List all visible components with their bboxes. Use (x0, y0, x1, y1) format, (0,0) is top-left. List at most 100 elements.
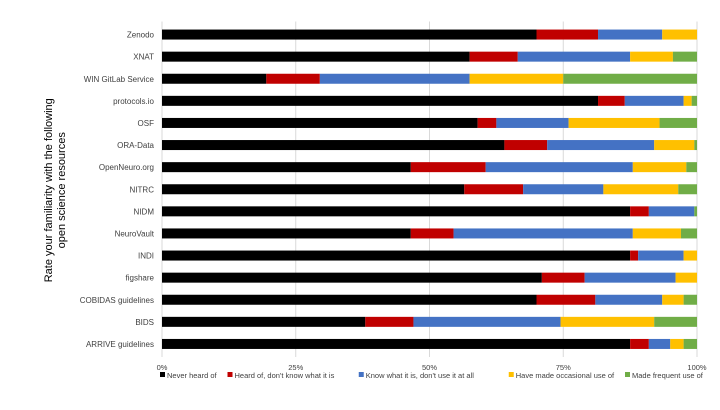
category-label: INDI (138, 252, 154, 261)
bar-segment (536, 294, 596, 305)
bar-segment (686, 162, 697, 173)
bar-segment (568, 117, 660, 128)
bar-segment (675, 272, 697, 283)
category-label: OSF (138, 119, 155, 128)
bar-segment (365, 316, 414, 327)
x-tick-label: 25% (288, 363, 303, 372)
bar-segment (485, 162, 633, 173)
bar-segment (672, 51, 697, 62)
legend-swatch (508, 372, 514, 377)
bar-segment (683, 250, 697, 261)
legend-label: Know what it is, don't use it at all (366, 371, 474, 380)
bar-segment (603, 184, 679, 195)
category-label: WIN GitLab Service (84, 75, 155, 84)
bar-segment (648, 206, 695, 217)
category-label: NeuroVault (115, 229, 155, 238)
bar-segment (162, 73, 267, 84)
category-label: protocols.io (113, 97, 154, 106)
bar-segment (453, 228, 633, 239)
legend-swatch (358, 372, 364, 377)
x-tick-label: 75% (556, 363, 571, 372)
bar-segment (469, 73, 564, 84)
bar-segment (162, 29, 537, 40)
bar-segment (654, 316, 697, 327)
bar-segment (648, 338, 671, 349)
bar-segment (162, 250, 631, 261)
category-label: XNAT (133, 53, 154, 62)
y-axis-title-line: open science resources (56, 132, 68, 249)
bar-segment (560, 316, 655, 327)
bar-segment (630, 250, 639, 261)
bar-segment (162, 117, 478, 128)
bar-segment (162, 316, 366, 327)
bar-segment (266, 73, 320, 84)
bar-segment (683, 294, 697, 305)
y-axis-title: Rate your familiarity with the following… (43, 98, 68, 282)
bar-segment (630, 206, 649, 217)
legend-label: Made frequent use of (632, 371, 704, 380)
bar-segment (547, 140, 655, 151)
bar-segment (162, 51, 470, 62)
bar-segment (624, 95, 684, 106)
legend-label: Heard of, don't know what it is (235, 371, 335, 380)
bar-segment (694, 140, 697, 151)
bar-segment (162, 338, 631, 349)
legend-swatch (227, 372, 233, 377)
bar-segment (584, 272, 676, 283)
category-label: NIDM (134, 207, 155, 216)
bar-segment (680, 228, 697, 239)
bar-segment (654, 140, 695, 151)
category-label: COBIDAS guidelines (80, 296, 154, 305)
category-label: OpenNeuro.org (99, 163, 154, 172)
x-tick-label: 0% (157, 363, 168, 372)
bar-segment (662, 29, 697, 40)
bar-segment (162, 228, 411, 239)
bar-segment (598, 29, 663, 40)
bar-segment (162, 272, 542, 283)
bar-segment (683, 95, 692, 106)
category-label: figshare (126, 274, 155, 283)
bar-segment (541, 272, 585, 283)
bar-segment (536, 29, 599, 40)
bar-segment (523, 184, 604, 195)
category-label: BIDS (135, 318, 154, 327)
y-axis-title-line: Rate your familiarity with the following (43, 98, 55, 282)
bar-segment (659, 117, 697, 128)
bar-segment (162, 140, 505, 151)
bar-segment (632, 162, 687, 173)
bar-segment (413, 316, 561, 327)
bar-segment (632, 228, 681, 239)
category-label: ORA-Data (117, 141, 154, 150)
bar-segment (410, 228, 454, 239)
bar-segment (678, 184, 697, 195)
bar-segment (410, 162, 486, 173)
bar-segment (477, 117, 497, 128)
bar-segment (517, 51, 631, 62)
bar-segment (162, 162, 411, 173)
bar-segment (504, 140, 548, 151)
bar-segment (162, 294, 537, 305)
legend-swatch (160, 372, 165, 377)
bar-segment (563, 73, 697, 84)
category-label: ARRIVE guidelines (86, 340, 154, 349)
bar-segment (638, 250, 684, 261)
bar-segment (630, 338, 649, 349)
bar-segment (691, 95, 697, 106)
bar-segment (469, 51, 518, 62)
bar-segment (630, 51, 673, 62)
legend-label: Have made occasional use of (516, 371, 615, 380)
x-tick-label: 100% (687, 363, 707, 372)
category-label: Zenodo (127, 31, 155, 40)
bar-segment (694, 206, 697, 217)
category-label: NITRC (130, 185, 155, 194)
bar-segment (496, 117, 569, 128)
legend-swatch (625, 372, 630, 377)
bar-segment (464, 184, 524, 195)
bar-segment (670, 338, 684, 349)
legend-label: Never heard of (167, 371, 218, 380)
bar-segment (598, 95, 625, 106)
x-tick-label: 50% (422, 363, 437, 372)
bar-segment (162, 206, 631, 217)
